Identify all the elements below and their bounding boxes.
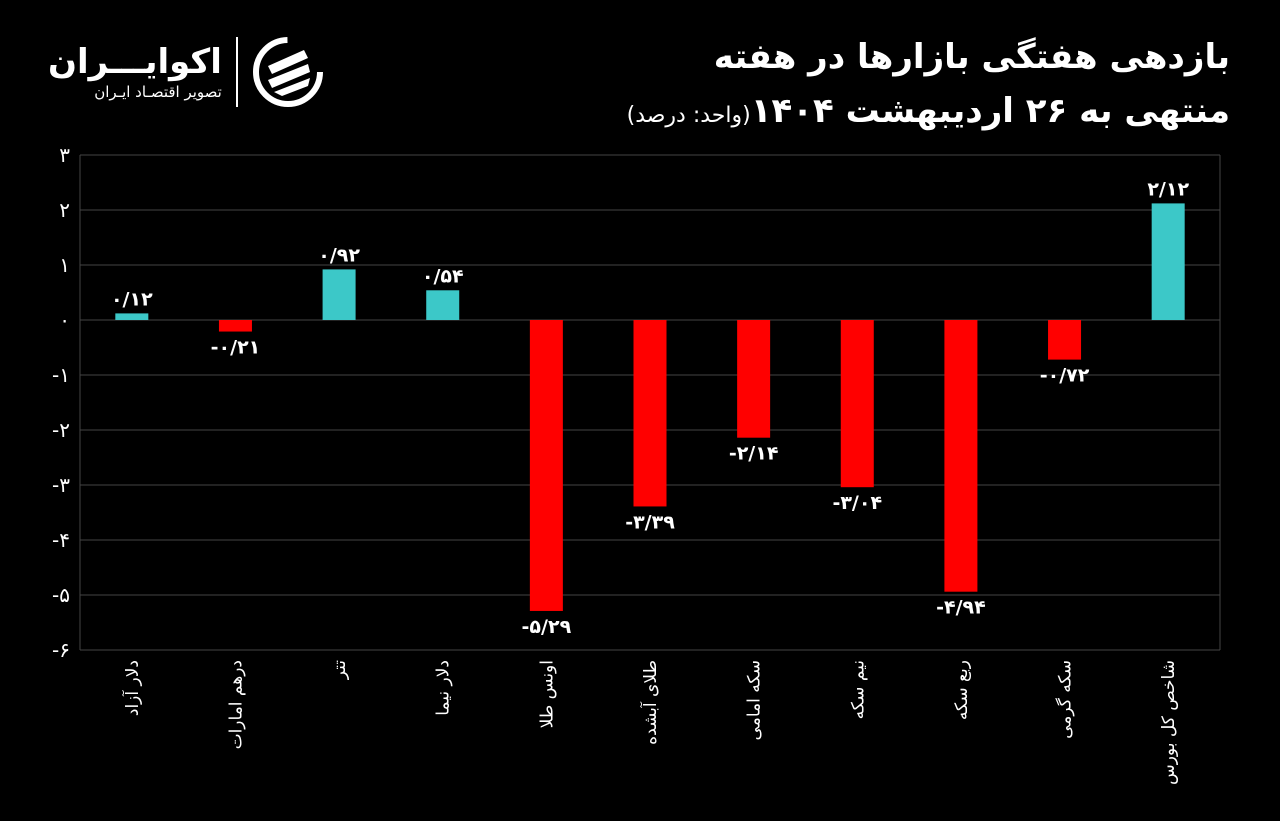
data-label: -۴/۹۴ [936, 597, 986, 619]
data-label: -۰/۲۱ [211, 337, 261, 359]
bar [115, 313, 149, 320]
category-label: تتر [330, 660, 350, 681]
y-tick-label: -۳ [52, 473, 70, 497]
data-label: ۰/۱۲ [111, 288, 153, 310]
data-label: -۰/۷۲ [1040, 365, 1090, 387]
data-label: ۲/۱۲ [1147, 178, 1189, 200]
data-label: -۵/۲۹ [522, 616, 572, 638]
category-label: دلار نیما [434, 660, 454, 716]
bar [840, 320, 874, 488]
category-label: سکه گرمی [1055, 660, 1076, 739]
bar [1151, 203, 1185, 320]
category-label: شاخص کل بورس [1159, 660, 1179, 785]
data-label: ۰/۵۴ [422, 265, 464, 287]
y-tick-label: ۰ [59, 308, 70, 332]
y-tick-label: ۱ [59, 253, 70, 277]
category-label: درهم امارات [226, 660, 246, 749]
title-line-1: بازدهی هفتگی بازارها در هفته [713, 37, 1230, 77]
chart-title: بازدهی هفتگی بازارها در هفته منتهی به ۲۶… [627, 30, 1230, 143]
bar [529, 320, 563, 611]
bar [426, 290, 460, 320]
category-label: سکه امامی [745, 660, 765, 740]
y-tick-label: -۶ [52, 638, 70, 662]
unit-label: (واحد: درصد) [626, 103, 751, 128]
logo-name: اکوایـــران [48, 42, 222, 82]
y-tick-label: ۳ [59, 143, 70, 167]
bar [322, 269, 356, 320]
y-tick-label: -۴ [52, 528, 70, 552]
title-line-2: منتهی به ۲۶ اردیبهشت ۱۴۰۴(واحد: درصد) [627, 84, 1230, 143]
y-tick-label: -۱ [52, 363, 70, 387]
bar [633, 320, 667, 507]
y-tick-label: -۲ [52, 418, 70, 442]
data-label: -۲/۱۴ [729, 443, 779, 465]
data-label: -۳/۳۹ [625, 511, 675, 533]
category-label: اونس طلا [537, 660, 557, 728]
data-label: ۰/۹۲ [318, 244, 360, 266]
logo-divider [235, 37, 238, 107]
y-tick-label: ۲ [59, 198, 70, 222]
category-label: دلار آزاد [121, 660, 143, 716]
category-label: طلای آبشده [639, 660, 661, 745]
y-tick-label: -۵ [52, 583, 70, 607]
data-label: -۳/۰۴ [832, 492, 882, 514]
logo: اکوایـــران تصویر اقتصـاد ایـران [48, 36, 324, 108]
category-label: ربع سکه [952, 660, 972, 720]
bar [1048, 320, 1082, 360]
bar [218, 320, 252, 332]
title-date: منتهی به ۲۶ اردیبهشت ۱۴۰۴ [750, 91, 1230, 131]
bar [737, 320, 771, 438]
category-label: نیم سکه [848, 660, 868, 719]
bar [944, 320, 978, 592]
logo-mark-icon [252, 37, 323, 107]
logo-subtitle: تصویر اقتصـاد ایـران [94, 83, 222, 101]
